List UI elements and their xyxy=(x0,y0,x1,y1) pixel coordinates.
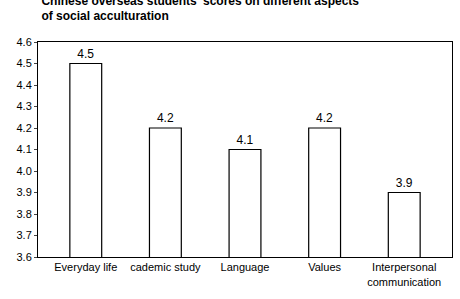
svg-text:4.3: 4.3 xyxy=(17,100,32,112)
svg-text:4.1: 4.1 xyxy=(236,133,253,147)
svg-text:cademic study: cademic study xyxy=(130,261,201,273)
svg-text:3.6: 3.6 xyxy=(17,251,32,263)
svg-text:3.8: 3.8 xyxy=(17,208,32,220)
svg-text:4.0: 4.0 xyxy=(17,165,32,177)
svg-text:Values: Values xyxy=(308,261,341,273)
svg-text:4.2: 4.2 xyxy=(157,111,174,125)
svg-text:Everyday life: Everyday life xyxy=(54,261,117,273)
svg-text:Interpersonalcommunication: Interpersonalcommunication xyxy=(367,261,441,287)
svg-text:4.1: 4.1 xyxy=(17,143,32,155)
svg-text:4.5: 4.5 xyxy=(77,47,94,61)
svg-text:Language: Language xyxy=(221,261,270,273)
svg-text:3.9: 3.9 xyxy=(17,186,32,198)
svg-text:4.2: 4.2 xyxy=(316,111,333,125)
svg-text:3.9: 3.9 xyxy=(396,176,413,190)
svg-text:4.6: 4.6 xyxy=(17,36,32,48)
svg-text:Chinese overseas students' sco: Chinese overseas students' scores on dif… xyxy=(41,0,359,23)
svg-text:4.2: 4.2 xyxy=(17,122,32,134)
svg-text:4.5: 4.5 xyxy=(17,57,32,69)
svg-text:4.4: 4.4 xyxy=(17,79,32,91)
svg-text:3.7: 3.7 xyxy=(17,229,32,241)
